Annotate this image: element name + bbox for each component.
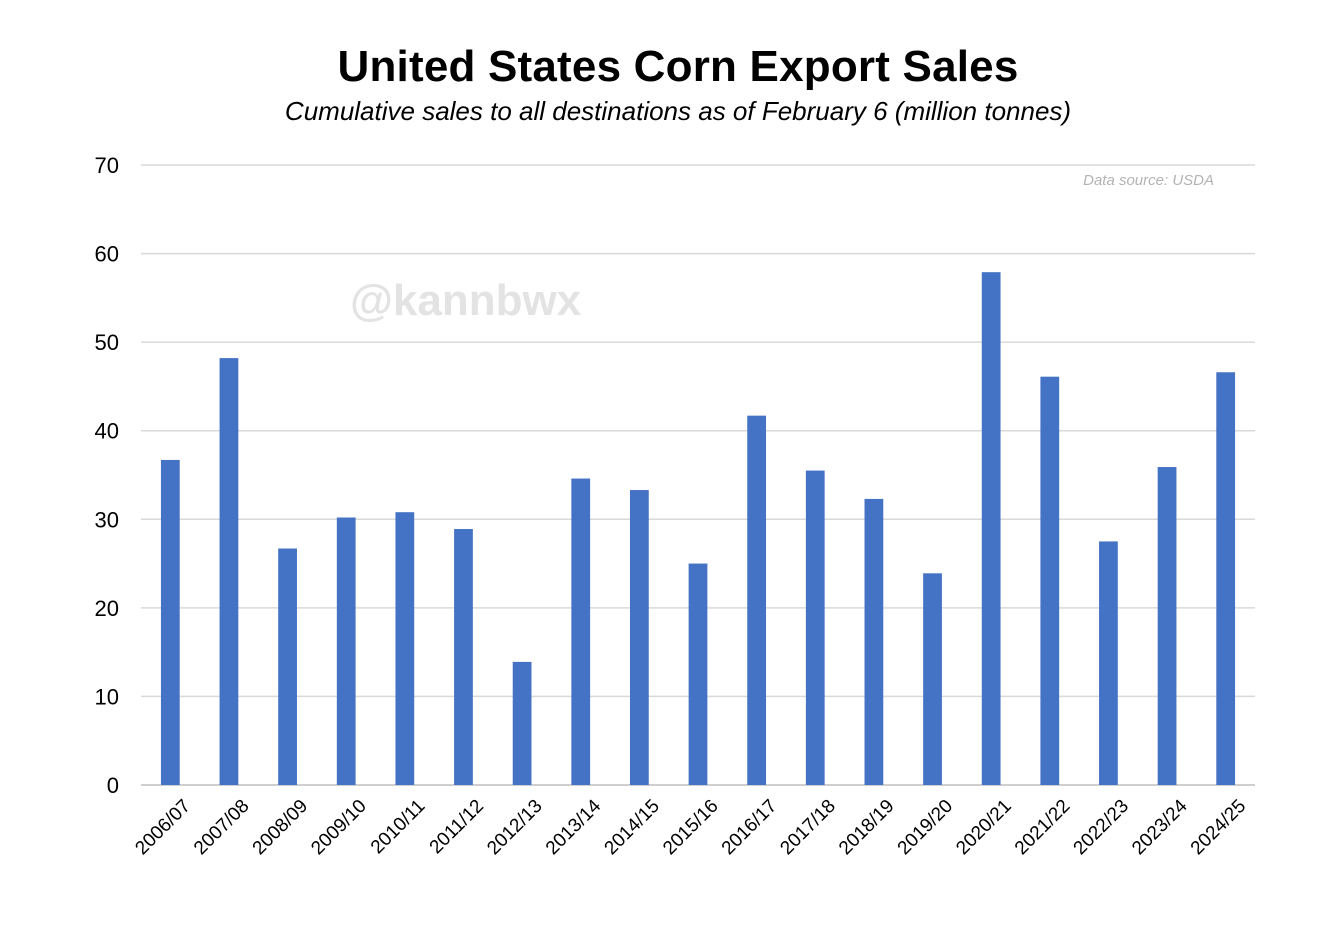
y-tick-label: 30: [95, 507, 119, 532]
bar-2022-23: [1099, 541, 1118, 785]
x-tick-label: 2015/16: [659, 796, 722, 859]
x-tick-label: 2012/13: [483, 796, 546, 859]
bar-2016-17: [747, 415, 767, 785]
bar-2012-13: [512, 661, 532, 785]
y-tick-label: 0: [107, 773, 119, 798]
bar-2017-18: [805, 470, 825, 785]
bar-2024-25: [1216, 372, 1236, 785]
x-axis-ticks: 2006/072007/082008/092009/102010/112011/…: [131, 795, 1250, 859]
x-tick-label: 2023/24: [1128, 795, 1192, 859]
bar-2006-07: [160, 459, 180, 785]
bar-2015-16: [688, 563, 708, 785]
x-tick-label: 2011/12: [426, 796, 488, 858]
y-tick-label: 70: [95, 153, 119, 178]
x-tick-label: 2019/20: [894, 796, 957, 859]
x-tick-label: 2014/15: [601, 796, 664, 859]
x-tick-label: 2006/07: [131, 796, 194, 859]
x-tick-label: 2024/25: [1187, 796, 1250, 859]
source-note: Data source: USDA: [1083, 172, 1214, 189]
x-tick-label: 2008/09: [249, 796, 312, 859]
bar-2008-09: [278, 548, 297, 785]
watermark: @kannbwx: [350, 276, 582, 325]
bar-2021-22: [1040, 376, 1060, 785]
bar-2011-12: [454, 529, 473, 785]
y-tick-label: 20: [95, 596, 119, 621]
y-tick-label: 60: [95, 242, 119, 267]
bar-2018-19: [864, 498, 884, 785]
x-tick-label: 2021/22: [1011, 796, 1074, 859]
x-tick-label: 2022/23: [1070, 796, 1133, 859]
chart-title: United States Corn Export Sales: [337, 42, 1019, 91]
x-tick-label: 2018/19: [835, 796, 898, 859]
bar-2009-10: [336, 517, 356, 785]
y-tick-label: 40: [95, 419, 119, 444]
x-tick-label: 2013/14: [542, 795, 606, 859]
bar-2013-14: [571, 478, 591, 785]
bar-2023-24: [1157, 467, 1177, 785]
chart-subtitle: Cumulative sales to all destinations as …: [284, 96, 1072, 126]
y-tick-label: 50: [95, 330, 119, 355]
bar-2020-21: [981, 272, 1001, 786]
x-tick-label: 2009/10: [307, 796, 370, 859]
x-tick-label: 2010/11: [367, 796, 429, 858]
x-tick-label: 2007/08: [190, 796, 253, 859]
bar-2019-20: [923, 573, 942, 785]
x-tick-label: 2020/21: [952, 796, 1015, 859]
bars: [160, 272, 1236, 786]
y-axis-ticks: 0 10 20 30 40 50 60 70: [95, 153, 119, 798]
bar-2007-08: [219, 358, 239, 785]
bar-2014-15: [629, 490, 649, 785]
bar-2010-11: [395, 512, 415, 785]
x-tick-label: 2016/17: [718, 796, 781, 859]
y-tick-label: 10: [95, 684, 119, 709]
x-tick-label: 2017/18: [776, 796, 839, 859]
